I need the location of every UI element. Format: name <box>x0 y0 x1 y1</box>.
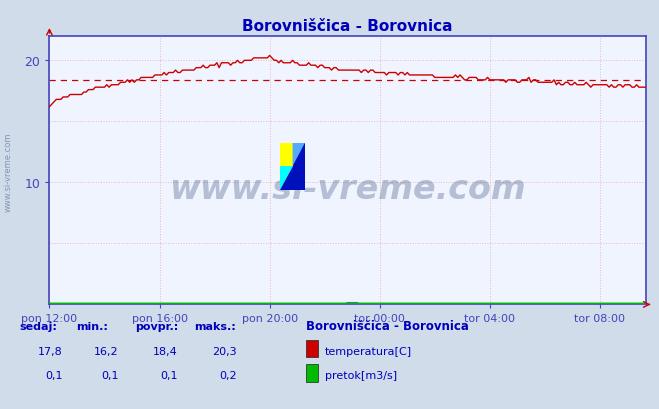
Polygon shape <box>280 166 293 190</box>
Text: Borovniščica - Borovnica: Borovniščica - Borovnica <box>306 319 469 332</box>
Polygon shape <box>280 166 293 190</box>
Text: 0,2: 0,2 <box>219 370 237 380</box>
Text: pretok[m3/s]: pretok[m3/s] <box>325 370 397 380</box>
Text: sedaj:: sedaj: <box>20 321 57 331</box>
Text: maks.:: maks.: <box>194 321 236 331</box>
Text: 0,1: 0,1 <box>45 370 63 380</box>
Polygon shape <box>293 143 305 166</box>
Polygon shape <box>280 143 293 166</box>
Text: temperatura[C]: temperatura[C] <box>325 346 412 356</box>
Text: www.si-vreme.com: www.si-vreme.com <box>3 132 13 211</box>
Text: 20,3: 20,3 <box>213 346 237 356</box>
Text: min.:: min.: <box>76 321 107 331</box>
Title: Borovniščica - Borovnica: Borovniščica - Borovnica <box>243 19 453 34</box>
Text: 18,4: 18,4 <box>153 346 178 356</box>
Text: 16,2: 16,2 <box>94 346 119 356</box>
Text: 0,1: 0,1 <box>101 370 119 380</box>
Text: 17,8: 17,8 <box>38 346 63 356</box>
Text: povpr.:: povpr.: <box>135 321 179 331</box>
Polygon shape <box>293 143 305 190</box>
Text: 0,1: 0,1 <box>160 370 178 380</box>
Text: www.si-vreme.com: www.si-vreme.com <box>169 173 526 206</box>
Polygon shape <box>293 143 305 166</box>
